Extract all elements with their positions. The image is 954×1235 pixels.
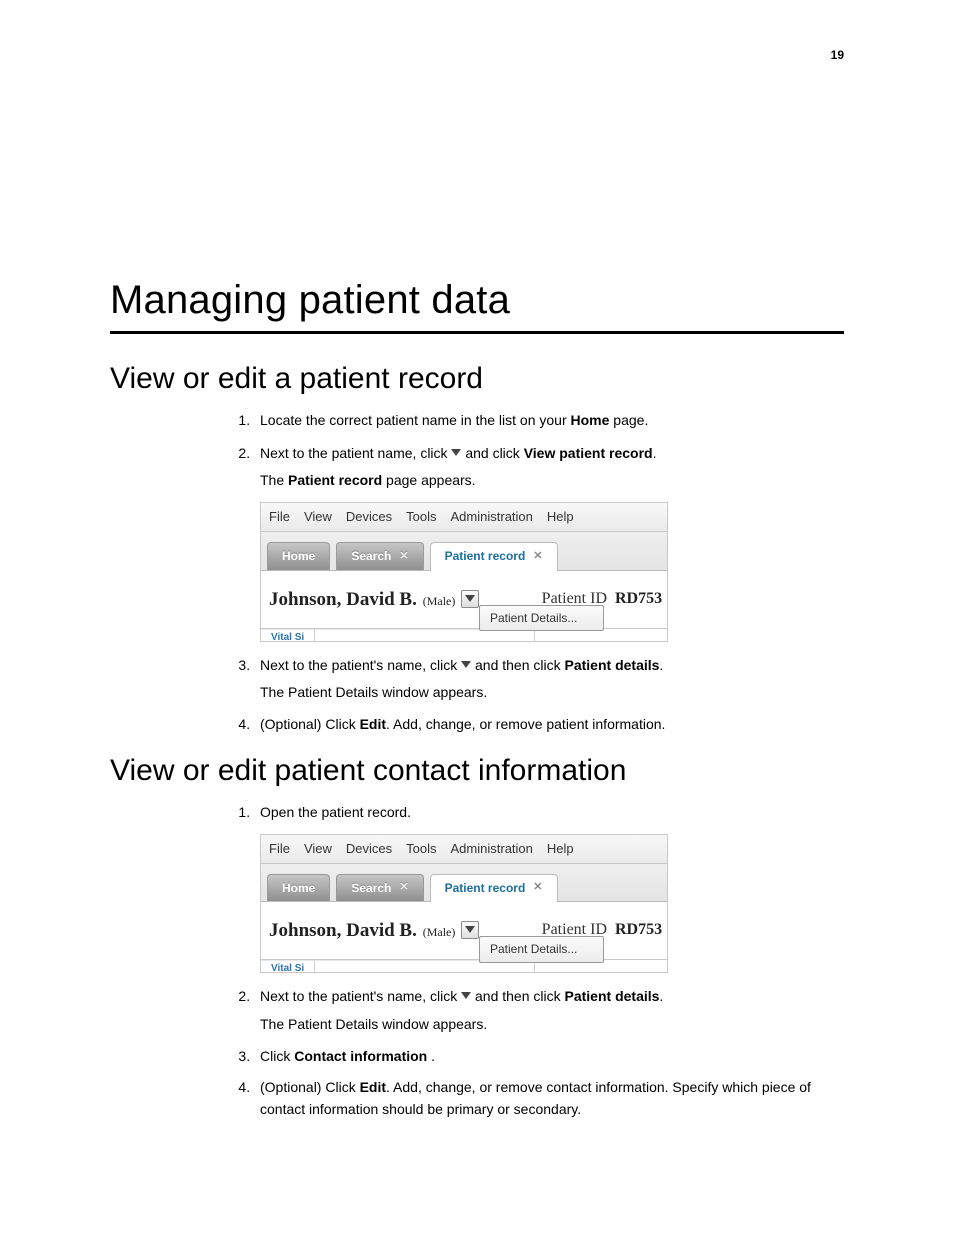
step-text: . — [427, 1048, 435, 1064]
step-sub: The Patient Details window appears. — [260, 1014, 844, 1036]
patient-details-menu-item[interactable]: Patient Details... — [479, 605, 604, 632]
step-bold: View patient record — [524, 445, 653, 461]
tabbar: Home Search ✕ Patient record ✕ — [261, 532, 667, 571]
app-screenshot: File View Devices Tools Administration H… — [260, 502, 668, 642]
patient-gender: (Male) — [423, 594, 456, 608]
menu-tools[interactable]: Tools — [406, 839, 436, 859]
step-text: . — [659, 657, 663, 673]
menu-tools[interactable]: Tools — [406, 507, 436, 527]
dropdown-triangle-icon — [461, 985, 471, 1007]
tab-label: Home — [282, 547, 315, 566]
menu-file[interactable]: File — [269, 507, 290, 527]
menu-view[interactable]: View — [304, 507, 332, 527]
section-heading-1: View or edit a patient record — [110, 362, 844, 396]
patient-name: Johnson, David B. — [269, 920, 417, 941]
tab-label: Patient record — [445, 879, 526, 898]
patient-header: Johnson, David B. (Male) Patient ID RD75… — [261, 571, 667, 629]
menu-devices[interactable]: Devices — [346, 507, 392, 527]
bottom-strip: Vital Si — [261, 960, 667, 972]
patient-id-value: RD753 — [615, 587, 667, 612]
page-number: 19 — [831, 48, 844, 62]
step-sub: The Patient Details window appears. — [260, 682, 844, 704]
step-bold: Patient details — [565, 657, 660, 673]
tab-label: Search — [351, 879, 391, 898]
step-text: (Optional) Click — [260, 716, 360, 732]
step-text: and then click — [471, 657, 564, 673]
step: (Optional) Click Edit. Add, change, or r… — [254, 1077, 844, 1120]
patient-gender: (Male) — [423, 925, 456, 939]
close-icon[interactable]: ✕ — [399, 879, 408, 896]
step: Next to the patient name, click and clic… — [254, 442, 844, 642]
step: Click Contact information . — [254, 1046, 844, 1068]
step-sub-text: page appears. — [382, 472, 475, 488]
step-text: . Add, change, or remove patient informa… — [386, 716, 665, 732]
page-title: Managing patient data — [110, 278, 844, 323]
tab-search[interactable]: Search ✕ — [336, 542, 423, 570]
step: Open the patient record. File View Devic… — [254, 802, 844, 973]
patient-dropdown-button[interactable] — [461, 921, 479, 939]
step-text: . — [659, 988, 663, 1004]
step-sub: The Patient record page appears. — [260, 470, 844, 492]
tab-patient-record[interactable]: Patient record ✕ — [430, 542, 558, 571]
bottom-cell: Vital Si — [261, 629, 315, 641]
steps-list-2: Open the patient record. File View Devic… — [230, 802, 844, 1121]
tab-label: Patient record — [445, 547, 526, 566]
tab-label: Home — [282, 879, 315, 898]
menu-help[interactable]: Help — [547, 507, 574, 527]
step-text: Locate the correct patient name in the l… — [260, 412, 571, 428]
patient-name: Johnson, David B. — [269, 589, 417, 610]
tabbar: Home Search ✕ Patient record ✕ — [261, 864, 667, 903]
tab-search[interactable]: Search ✕ — [336, 874, 423, 902]
step-text: Click — [260, 1048, 294, 1064]
step-text: Open the patient record. — [260, 804, 411, 820]
patient-header: Johnson, David B. (Male) Patient ID RD75… — [261, 902, 667, 960]
step-sub-text: The — [260, 472, 288, 488]
tab-home[interactable]: Home — [267, 874, 330, 902]
step: Next to the patient's name, click and th… — [254, 985, 844, 1035]
step-text: Next to the patient's name, click — [260, 657, 461, 673]
menu-file[interactable]: File — [269, 839, 290, 859]
menubar: File View Devices Tools Administration H… — [261, 835, 667, 864]
step-bold: Edit — [360, 716, 386, 732]
step-text: . — [653, 445, 657, 461]
patient-id-value: RD753 — [615, 918, 667, 943]
tab-home[interactable]: Home — [267, 542, 330, 570]
menu-administration[interactable]: Administration — [451, 507, 533, 527]
bottom-strip: Vital Si — [261, 629, 667, 641]
close-icon[interactable]: ✕ — [533, 548, 542, 565]
step: Next to the patient's name, click and th… — [254, 654, 844, 704]
step-text: and click — [461, 445, 523, 461]
step-bold: Edit — [360, 1079, 386, 1095]
step-text: (Optional) Click — [260, 1079, 360, 1095]
patient-details-menu-item[interactable]: Patient Details... — [479, 936, 604, 963]
tab-label: Search — [351, 547, 391, 566]
menu-devices[interactable]: Devices — [346, 839, 392, 859]
title-rule — [110, 331, 844, 334]
step-text: Next to the patient's name, click — [260, 988, 461, 1004]
steps-list-1: Locate the correct patient name in the l… — [230, 410, 844, 736]
step-bold: Contact information — [294, 1048, 427, 1064]
close-icon[interactable]: ✕ — [399, 548, 408, 565]
step-text: Next to the patient name, click — [260, 445, 451, 461]
menubar: File View Devices Tools Administration H… — [261, 503, 667, 532]
menu-view[interactable]: View — [304, 839, 332, 859]
step-bold: Home — [571, 412, 610, 428]
step-text: and then click — [471, 988, 564, 1004]
step: (Optional) Click Edit. Add, change, or r… — [254, 714, 844, 736]
menu-administration[interactable]: Administration — [451, 839, 533, 859]
step-text: page. — [609, 412, 648, 428]
menu-help[interactable]: Help — [547, 839, 574, 859]
step-sub-bold: Patient record — [288, 472, 382, 488]
dropdown-triangle-icon — [461, 654, 471, 676]
step: Locate the correct patient name in the l… — [254, 410, 844, 432]
bottom-cell: Vital Si — [261, 960, 315, 972]
dropdown-triangle-icon — [451, 442, 461, 464]
close-icon[interactable]: ✕ — [533, 879, 542, 896]
step-bold: Patient details — [565, 988, 660, 1004]
tab-patient-record[interactable]: Patient record ✕ — [430, 874, 558, 903]
section-heading-2: View or edit patient contact information — [110, 754, 844, 788]
patient-dropdown-button[interactable] — [461, 590, 479, 608]
app-screenshot: File View Devices Tools Administration H… — [260, 834, 668, 974]
